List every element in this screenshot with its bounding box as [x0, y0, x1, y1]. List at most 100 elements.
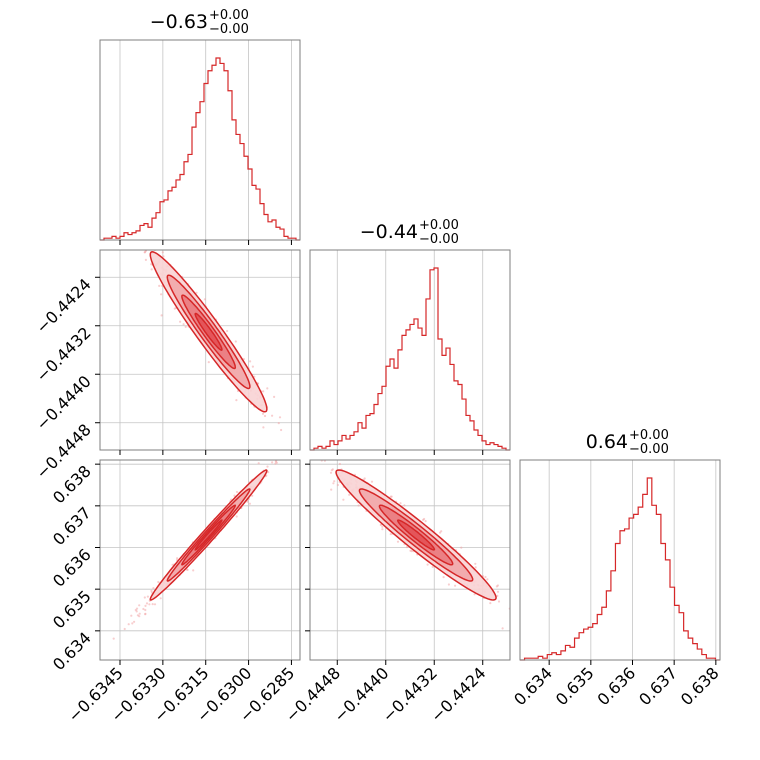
- sample-point: [160, 293, 163, 296]
- sample-point: [442, 576, 445, 579]
- sample-point: [235, 515, 238, 518]
- panel-frame-0-0: [99, 39, 301, 241]
- sample-point: [426, 563, 429, 566]
- sample-point: [262, 426, 265, 429]
- sample-point: [336, 483, 339, 487]
- sample-point: [273, 395, 276, 398]
- ytick-label-2-1: 0.635: [49, 587, 95, 633]
- sample-point: [160, 314, 163, 317]
- sample-point: [142, 241, 144, 243]
- sample-point: [495, 585, 498, 588]
- sample-point: [176, 557, 179, 560]
- sample-point: [136, 614, 139, 617]
- title-lower-2: −0.00: [629, 442, 669, 457]
- sample-point: [282, 451, 284, 453]
- sample-point: [474, 566, 477, 569]
- sample-point: [381, 528, 384, 531]
- sample-point: [262, 390, 265, 393]
- sample-point: [144, 258, 147, 261]
- sample-point: [292, 454, 294, 456]
- sample-point: [370, 480, 374, 483]
- sample-point: [486, 578, 489, 581]
- xtick-label-2-3: 0.637: [635, 663, 681, 709]
- sample-point: [85, 163, 87, 165]
- sample-point: [261, 412, 265, 415]
- contour-group-1: [149, 469, 268, 601]
- xtick-label-2-4: 0.638: [677, 663, 723, 709]
- histogram-layer: [100, 57, 720, 661]
- sample-point: [153, 603, 157, 606]
- sample-point: [342, 498, 345, 501]
- sample-point: [267, 471, 270, 474]
- panel-frame-1-0: [99, 249, 301, 451]
- sample-point: [182, 323, 185, 326]
- text-layer: −0.4448−0.4440−0.4432−0.4424−0.6345−0.63…: [32, 8, 722, 726]
- sample-point: [271, 461, 274, 464]
- sample-point: [266, 465, 269, 468]
- sample-point: [274, 460, 277, 463]
- sample-point: [510, 620, 512, 622]
- sample-point: [226, 329, 229, 333]
- sample-point: [511, 606, 513, 608]
- panel-frame-2-1: [309, 459, 511, 661]
- contour-level-3: [396, 519, 436, 551]
- sample-point: [152, 587, 155, 590]
- title-upper-1: +0.00: [419, 218, 459, 233]
- ytick-label-2-0: 0.634: [49, 628, 95, 674]
- sample-point: [314, 454, 316, 456]
- sample-point: [424, 520, 427, 523]
- sample-point: [234, 340, 237, 343]
- sample-point: [137, 245, 139, 247]
- ytick-label-2-2: 0.636: [49, 545, 95, 591]
- sample-point: [304, 448, 306, 450]
- sample-point: [296, 437, 298, 439]
- sample-point: [146, 595, 149, 598]
- sample-point: [292, 450, 294, 452]
- sample-point: [381, 525, 384, 528]
- sample-point: [135, 607, 139, 610]
- sample-point: [496, 590, 500, 593]
- contour-level-3: [194, 312, 223, 352]
- sample-point: [131, 229, 133, 231]
- sample-point: [496, 594, 499, 598]
- sample-point: [277, 458, 279, 460]
- contour-group-2: [335, 469, 497, 601]
- xtick-label-2-1: 0.635: [552, 663, 598, 709]
- sample-point: [144, 613, 147, 616]
- sample-point: [162, 255, 165, 258]
- sample-point: [195, 291, 198, 294]
- sample-point: [439, 531, 442, 534]
- sample-point: [138, 604, 141, 607]
- sample-point: [266, 387, 269, 390]
- contour-level-3: [194, 519, 223, 551]
- sample-point: [235, 399, 238, 402]
- sample-point: [278, 416, 282, 419]
- sample-point: [179, 320, 182, 323]
- sample-point: [390, 495, 393, 498]
- title-value-0: −0.63: [150, 11, 208, 33]
- sample-point: [447, 583, 450, 586]
- sample-point: [246, 500, 249, 503]
- sample-point: [257, 462, 260, 465]
- sample-point: [158, 284, 161, 287]
- sample-point: [454, 584, 457, 587]
- sample-point: [249, 360, 252, 363]
- contour-group-0: [149, 251, 268, 413]
- sample-point: [277, 422, 280, 425]
- sample-point: [281, 448, 283, 450]
- title-lower-1: −0.00: [419, 232, 459, 247]
- sample-point: [148, 603, 151, 606]
- sample-point: [330, 488, 333, 491]
- sample-point: [173, 307, 176, 310]
- sample-point: [292, 456, 294, 458]
- sample-point: [133, 221, 135, 223]
- sample-point: [489, 602, 492, 605]
- sample-point: [535, 629, 537, 631]
- panel-frame-2-0: [99, 459, 301, 661]
- title-value-1: −0.44: [360, 221, 418, 243]
- sample-point: [322, 456, 324, 458]
- contour-layer: [149, 251, 497, 601]
- sample-point: [150, 268, 153, 271]
- frame-layer: [99, 39, 721, 661]
- sample-point: [484, 575, 487, 579]
